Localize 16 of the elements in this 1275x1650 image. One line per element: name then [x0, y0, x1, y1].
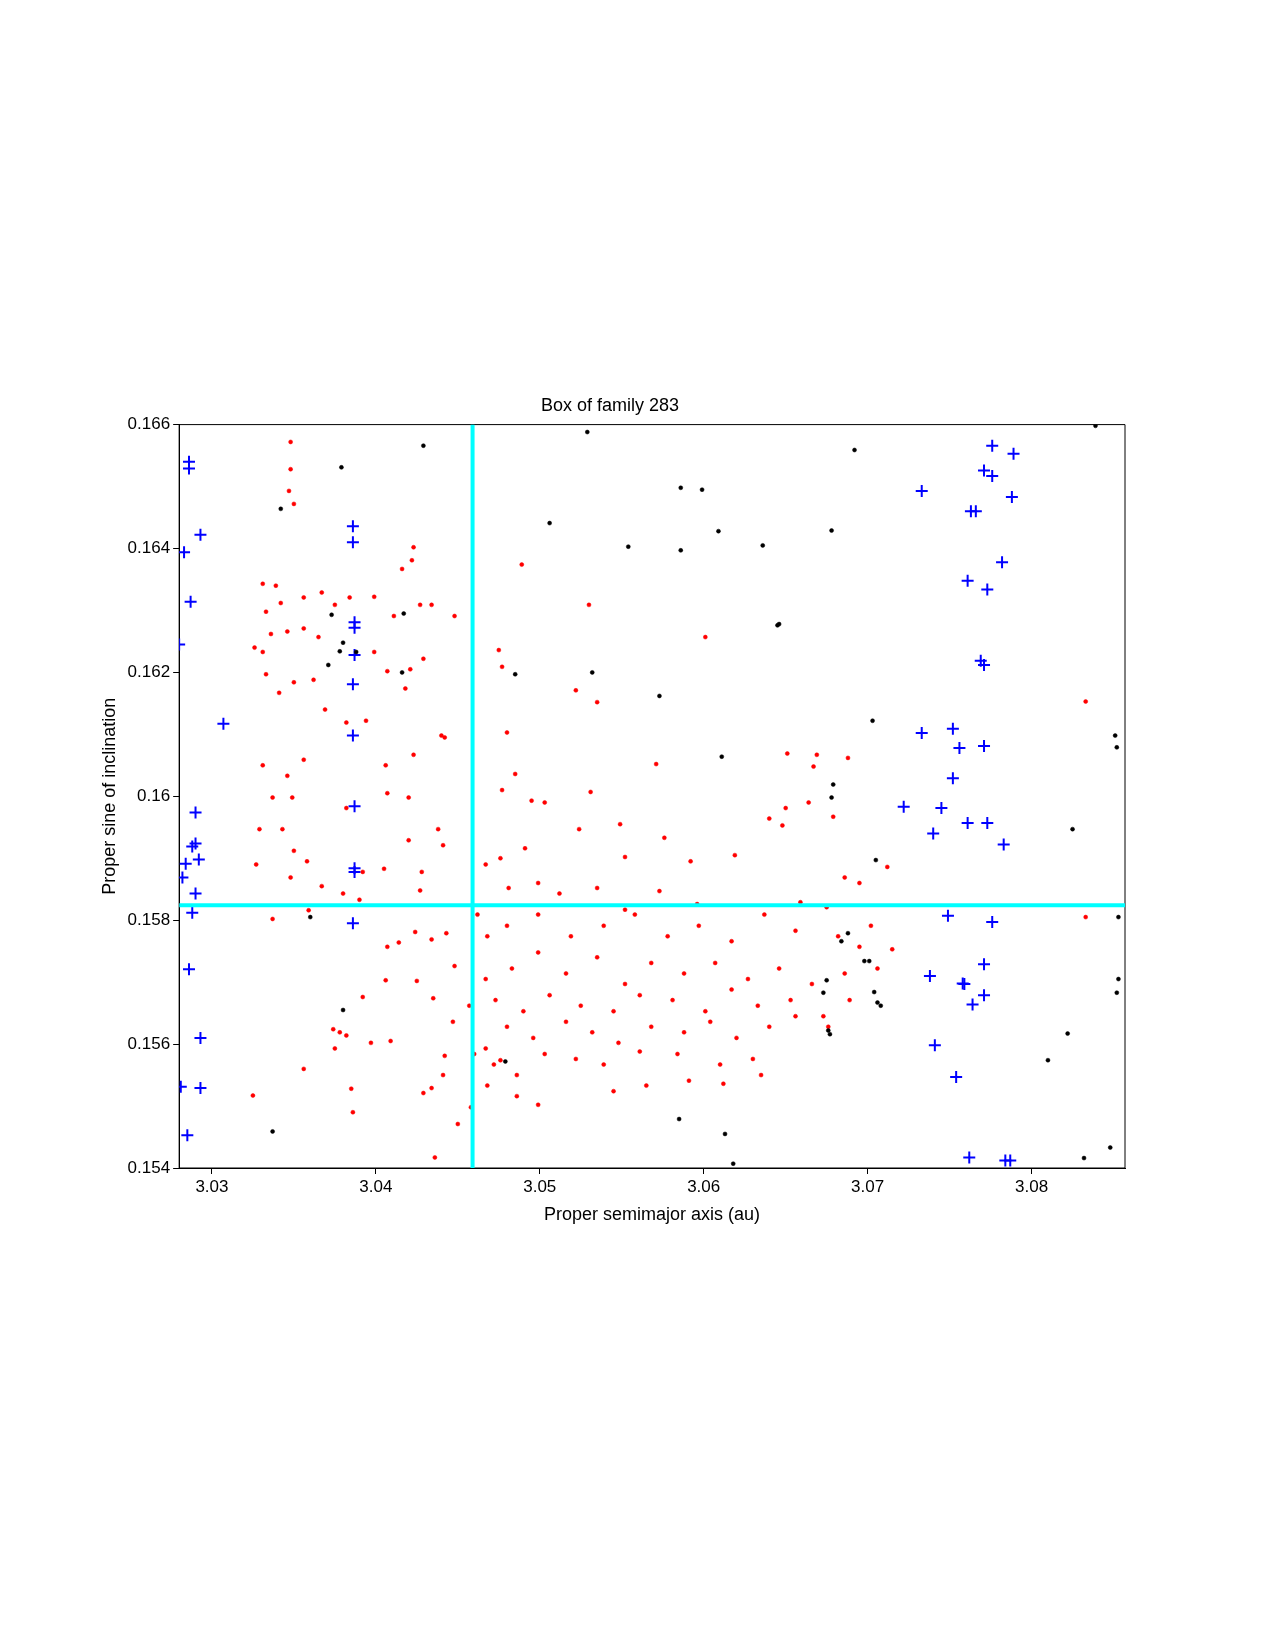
x-tick-label: 3.08 [1015, 1176, 1049, 1196]
x-tick-label: 3.05 [523, 1176, 557, 1196]
y-tick-label: 0.16 [137, 785, 171, 805]
x-tick-label: 3.06 [687, 1176, 721, 1196]
y-tick-label: 0.156 [127, 1033, 171, 1053]
y-tick-label: 0.164 [127, 538, 171, 558]
x-tick-label: 3.03 [195, 1176, 229, 1196]
x-tick-label: 3.04 [359, 1176, 393, 1196]
y-axis-title: Proper sine of inclination [98, 697, 119, 895]
y-tick-label: 0.158 [127, 909, 171, 929]
chart-title: Box of family 283 [540, 394, 680, 415]
x-tick-label: 3.07 [851, 1176, 885, 1196]
y-tick-label: 0.166 [127, 414, 171, 434]
y-tick-label: 0.154 [127, 1157, 171, 1177]
y-tick-label: 0.162 [127, 662, 171, 682]
x-axis-title: Proper semimajor axis (au) [544, 1204, 761, 1225]
